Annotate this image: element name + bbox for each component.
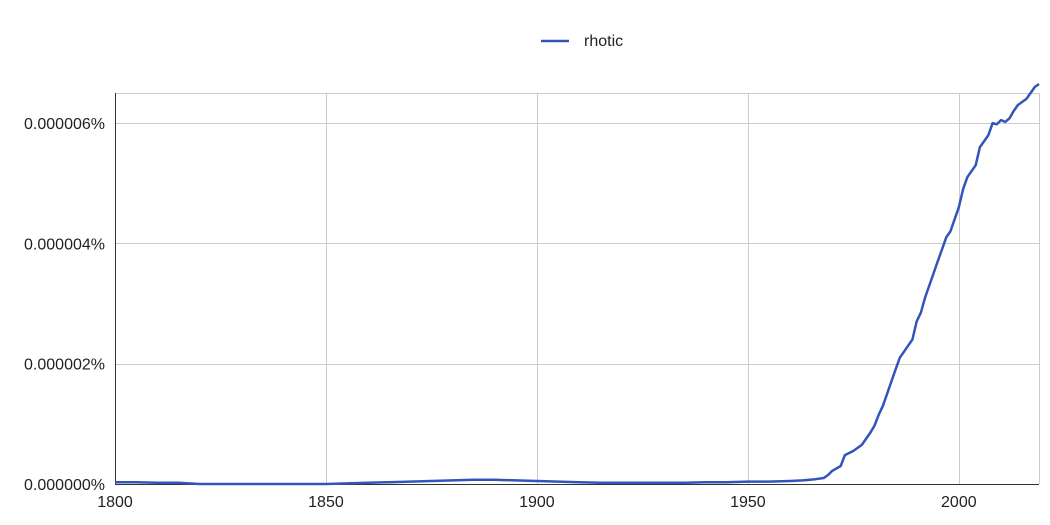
x-tick-label-1850: 1850 <box>308 494 344 511</box>
y-tick-label-2: 0.000004% <box>24 236 105 253</box>
legend-label-rhotic[interactable]: rhotic <box>584 33 623 50</box>
axes <box>115 93 1039 485</box>
tick-labels: 1800 1850 1900 1950 2000 0.000000% 0.000002% 0.… <box>24 116 977 511</box>
x-tick-label-1950: 1950 <box>730 494 766 511</box>
series-lines <box>115 82 1040 486</box>
y-tick-label-3: 0.000006% <box>24 116 105 133</box>
grid-lines <box>115 93 1040 484</box>
series-line-rhotic[interactable] <box>115 82 1040 486</box>
y-tick-label-1: 0.000002% <box>24 357 105 374</box>
legend[interactable]: rhotic <box>541 33 623 50</box>
x-tick-label-1800: 1800 <box>97 494 133 511</box>
x-tick-label-2000: 2000 <box>941 494 977 511</box>
x-tick-label-1900: 1900 <box>519 494 555 511</box>
y-tick-label-0: 0.000000% <box>24 477 105 494</box>
